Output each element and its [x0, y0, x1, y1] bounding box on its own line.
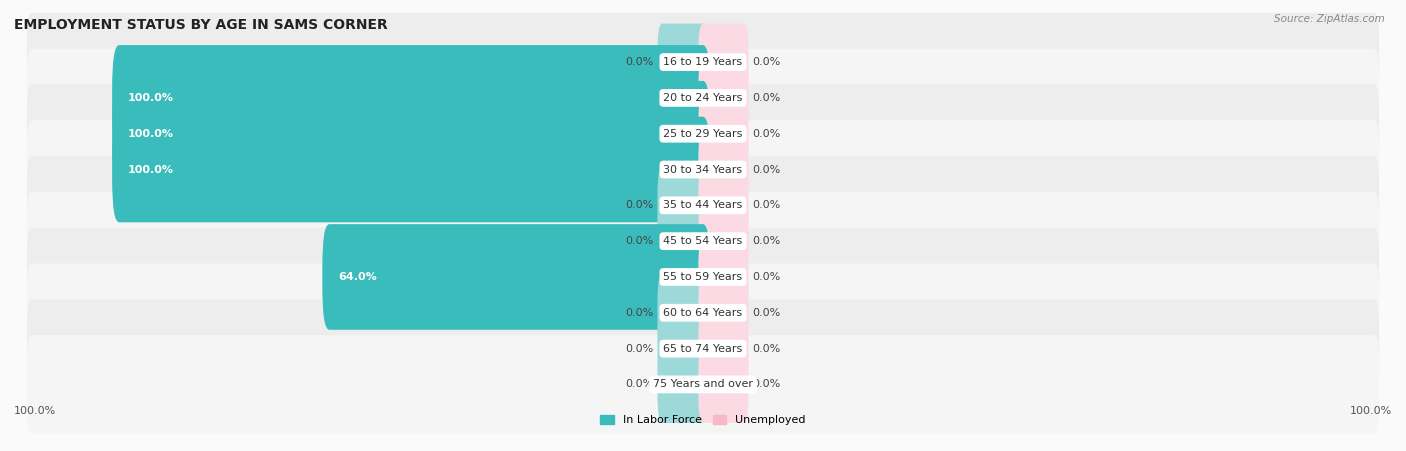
- FancyBboxPatch shape: [699, 239, 748, 315]
- Text: 0.0%: 0.0%: [626, 57, 654, 67]
- FancyBboxPatch shape: [699, 60, 748, 136]
- Text: 100.0%: 100.0%: [128, 93, 174, 103]
- FancyBboxPatch shape: [658, 310, 707, 387]
- Legend: In Labor Force, Unemployed: In Labor Force, Unemployed: [596, 410, 810, 429]
- FancyBboxPatch shape: [27, 49, 1379, 147]
- FancyBboxPatch shape: [27, 84, 1379, 183]
- Text: 16 to 19 Years: 16 to 19 Years: [664, 57, 742, 67]
- FancyBboxPatch shape: [699, 202, 748, 280]
- Text: 0.0%: 0.0%: [752, 272, 780, 282]
- Text: 75 Years and over: 75 Years and over: [652, 379, 754, 389]
- Text: 45 to 54 Years: 45 to 54 Years: [664, 236, 742, 246]
- Text: 0.0%: 0.0%: [626, 344, 654, 354]
- FancyBboxPatch shape: [658, 202, 707, 280]
- FancyBboxPatch shape: [699, 167, 748, 244]
- Text: 35 to 44 Years: 35 to 44 Years: [664, 200, 742, 210]
- Text: Source: ZipAtlas.com: Source: ZipAtlas.com: [1274, 14, 1385, 23]
- FancyBboxPatch shape: [658, 274, 707, 351]
- FancyBboxPatch shape: [658, 346, 707, 423]
- FancyBboxPatch shape: [322, 224, 710, 330]
- FancyBboxPatch shape: [658, 167, 707, 244]
- Text: 0.0%: 0.0%: [626, 379, 654, 389]
- Text: EMPLOYMENT STATUS BY AGE IN SAMS CORNER: EMPLOYMENT STATUS BY AGE IN SAMS CORNER: [14, 18, 388, 32]
- FancyBboxPatch shape: [699, 274, 748, 351]
- FancyBboxPatch shape: [112, 45, 710, 151]
- Text: 0.0%: 0.0%: [752, 200, 780, 210]
- FancyBboxPatch shape: [27, 13, 1379, 111]
- Text: 0.0%: 0.0%: [752, 129, 780, 139]
- Text: 55 to 59 Years: 55 to 59 Years: [664, 272, 742, 282]
- Text: 65 to 74 Years: 65 to 74 Years: [664, 344, 742, 354]
- Text: 100.0%: 100.0%: [128, 165, 174, 175]
- Text: 20 to 24 Years: 20 to 24 Years: [664, 93, 742, 103]
- Text: 0.0%: 0.0%: [752, 344, 780, 354]
- FancyBboxPatch shape: [658, 23, 707, 101]
- FancyBboxPatch shape: [27, 228, 1379, 327]
- Text: 0.0%: 0.0%: [752, 308, 780, 318]
- Text: 100.0%: 100.0%: [14, 406, 56, 416]
- FancyBboxPatch shape: [112, 81, 710, 187]
- FancyBboxPatch shape: [27, 263, 1379, 362]
- FancyBboxPatch shape: [699, 23, 748, 101]
- Text: 0.0%: 0.0%: [752, 165, 780, 175]
- FancyBboxPatch shape: [112, 117, 710, 222]
- FancyBboxPatch shape: [699, 95, 748, 172]
- FancyBboxPatch shape: [699, 310, 748, 387]
- FancyBboxPatch shape: [699, 131, 748, 208]
- Text: 0.0%: 0.0%: [752, 93, 780, 103]
- Text: 0.0%: 0.0%: [752, 236, 780, 246]
- Text: 64.0%: 64.0%: [337, 272, 377, 282]
- Text: 0.0%: 0.0%: [626, 236, 654, 246]
- FancyBboxPatch shape: [27, 192, 1379, 290]
- Text: 0.0%: 0.0%: [752, 379, 780, 389]
- FancyBboxPatch shape: [699, 346, 748, 423]
- Text: 0.0%: 0.0%: [626, 308, 654, 318]
- Text: 25 to 29 Years: 25 to 29 Years: [664, 129, 742, 139]
- Text: 60 to 64 Years: 60 to 64 Years: [664, 308, 742, 318]
- FancyBboxPatch shape: [27, 335, 1379, 434]
- Text: 0.0%: 0.0%: [626, 200, 654, 210]
- FancyBboxPatch shape: [27, 156, 1379, 255]
- Text: 0.0%: 0.0%: [752, 57, 780, 67]
- Text: 100.0%: 100.0%: [1350, 406, 1392, 416]
- Text: 30 to 34 Years: 30 to 34 Years: [664, 165, 742, 175]
- FancyBboxPatch shape: [27, 299, 1379, 398]
- FancyBboxPatch shape: [27, 120, 1379, 219]
- Text: 100.0%: 100.0%: [128, 129, 174, 139]
